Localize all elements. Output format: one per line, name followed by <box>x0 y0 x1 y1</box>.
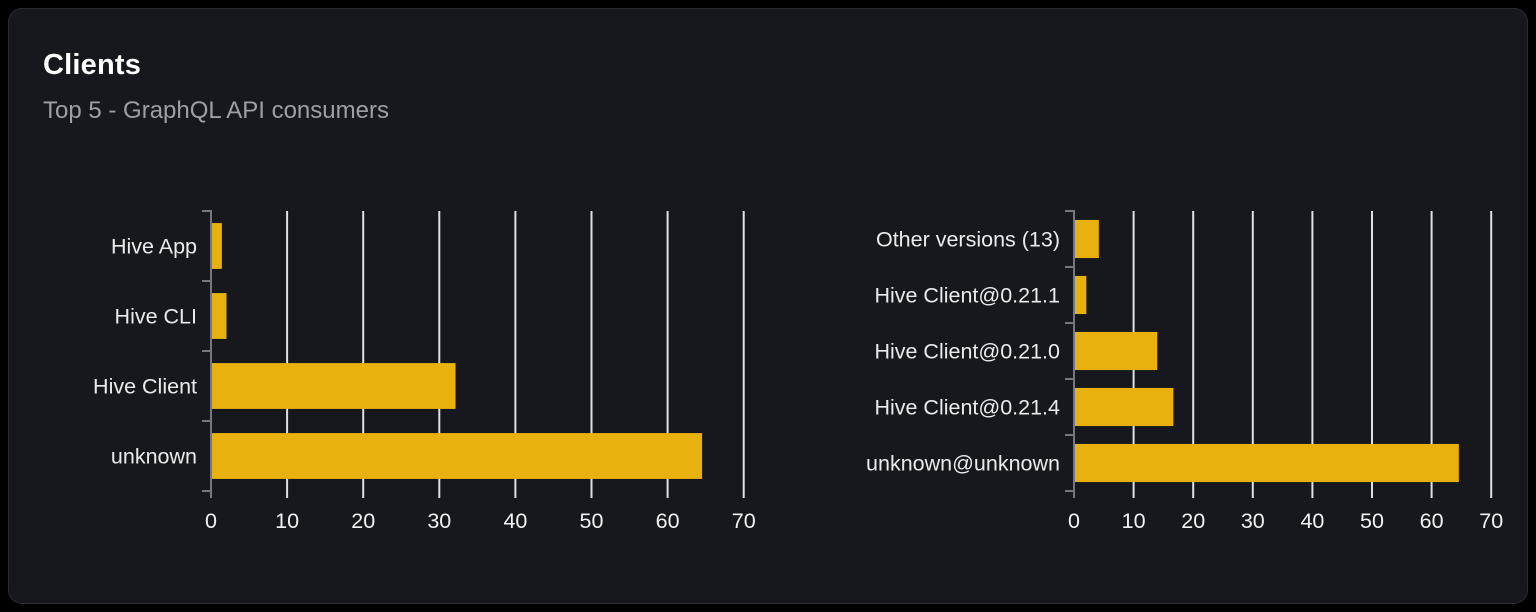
bar <box>1075 387 1174 427</box>
page-title: Clients <box>43 49 142 81</box>
bar <box>1075 443 1459 483</box>
x-tick-label: 20 <box>1181 509 1205 533</box>
x-tick-label: 60 <box>1420 509 1444 533</box>
page-subtitle: Top 5 - GraphQL API consumers <box>43 97 389 124</box>
category-label: Hive Client <box>93 375 197 399</box>
x-tick-label: 10 <box>1122 509 1146 533</box>
x-tick-label: 20 <box>351 509 375 533</box>
category-label: Other versions (13) <box>876 228 1060 252</box>
x-tick-label: 70 <box>1479 509 1503 533</box>
x-tick-label: 10 <box>275 509 299 533</box>
x-tick-label: 50 <box>580 509 604 533</box>
clients-by-name-chart: Hive App Hive CLI Hive Client unknown 0 10 20 3… <box>93 210 756 533</box>
x-tick-label: 40 <box>503 509 527 533</box>
category-label: Hive CLI <box>115 305 197 329</box>
clients-card: Clients Top 5 - GraphQL API consumers Hi… <box>8 8 1528 604</box>
bar <box>1075 275 1087 315</box>
x-tick-label: 0 <box>1068 509 1080 533</box>
x-tick-label: 70 <box>732 509 756 533</box>
clients-by-version-chart: Other versions (13) Hive Client@0.21.1 Hiv… <box>866 210 1503 533</box>
x-tick-label: 30 <box>427 509 451 533</box>
bar <box>212 293 227 339</box>
bar <box>1075 331 1158 371</box>
bar <box>212 433 703 479</box>
x-tick-label: 30 <box>1241 509 1265 533</box>
bar <box>212 363 456 409</box>
bar <box>1075 219 1099 259</box>
category-label: unknown <box>111 445 197 469</box>
x-tick-label: 0 <box>205 509 217 533</box>
category-label: Hive App <box>111 235 197 259</box>
category-label: Hive Client@0.21.1 <box>874 284 1060 308</box>
category-label: unknown@unknown <box>866 452 1060 476</box>
category-label: Hive Client@0.21.4 <box>874 396 1060 420</box>
bar <box>212 223 222 269</box>
category-label: Hive Client@0.21.0 <box>874 340 1060 364</box>
x-tick-label: 50 <box>1360 509 1384 533</box>
x-tick-label: 40 <box>1300 509 1324 533</box>
x-tick-label: 60 <box>656 509 680 533</box>
